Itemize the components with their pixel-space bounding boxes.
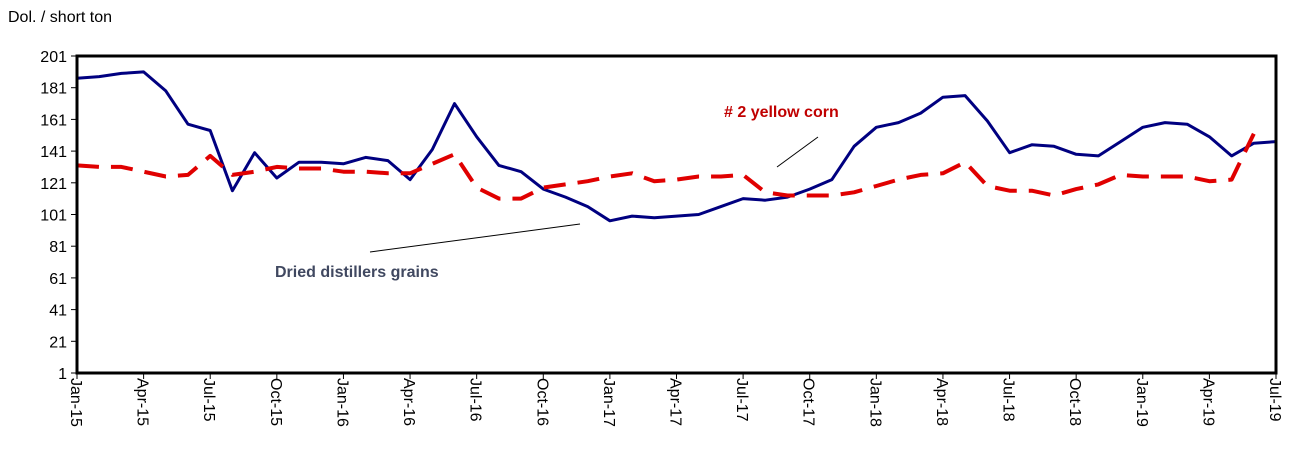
y-tick-label: 121 [40, 176, 67, 193]
x-tick-label: Jan-16 [333, 378, 350, 427]
x-tick-label: Jul-17 [733, 378, 750, 422]
leader-line [776, 136, 819, 168]
x-tick-label: Jan-18 [866, 378, 883, 427]
series-annotation: Dried distillers grains [275, 264, 439, 281]
x-tick-label: Jan-17 [600, 378, 617, 427]
y-tick-label: 21 [49, 334, 67, 351]
y-tick-label: 41 [49, 303, 67, 320]
plot-frame [75, 54, 1278, 375]
y-tick-label: 1 [58, 366, 67, 383]
x-tick-label: Apr-16 [400, 378, 417, 426]
series-line [76, 132, 1256, 201]
x-tick-label: Apr-15 [134, 378, 151, 426]
x-tick-label: Apr-17 [667, 378, 684, 426]
y-axis-title: Dol. / short ton [8, 9, 112, 26]
y-tick-label: 141 [40, 144, 67, 161]
x-tick-label: Jul-16 [467, 378, 484, 422]
series-annotation: # 2 yellow corn [724, 104, 839, 121]
x-tick-label: Jul-19 [1266, 378, 1283, 422]
y-tick-label: 181 [40, 81, 67, 98]
series-line [76, 70, 1277, 223]
x-tick-label: Jan-19 [1133, 378, 1150, 427]
y-tick-label: 81 [49, 239, 67, 256]
y-tick-label: 101 [40, 208, 67, 225]
x-tick-label: Apr-19 [1199, 378, 1216, 426]
x-tick-label: Jan-15 [67, 378, 84, 427]
y-tick-label: 161 [40, 112, 67, 129]
x-tick-label: Oct-16 [533, 378, 550, 426]
x-tick-label: Apr-18 [933, 378, 950, 426]
x-tick-label: Oct-17 [800, 378, 817, 426]
y-tick-label: 61 [49, 271, 67, 288]
x-tick-label: Jul-15 [200, 378, 217, 422]
y-tick-label: 201 [40, 49, 67, 66]
x-tick-label: Jul-18 [1000, 378, 1017, 422]
x-tick-label: Oct-18 [1066, 378, 1083, 426]
leader-line [369, 223, 581, 253]
x-tick-label: Oct-15 [267, 378, 284, 426]
